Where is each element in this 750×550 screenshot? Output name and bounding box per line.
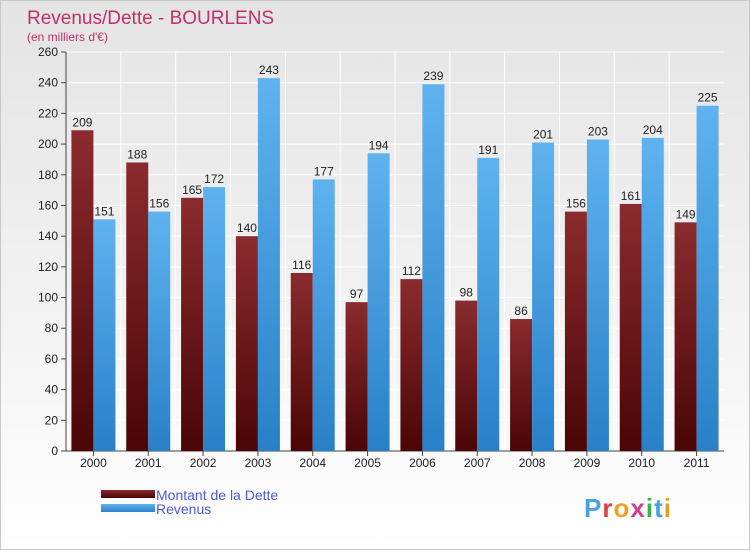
bars: [71, 78, 719, 452]
x-tick-label: 2004: [299, 456, 326, 470]
bar-revenus: [696, 105, 719, 451]
bar-dette: [345, 302, 368, 451]
x-tick-label: 2009: [574, 456, 601, 470]
y-tick-label: 160: [38, 198, 58, 212]
value-label-revenus: 243: [259, 63, 279, 77]
proxiti-logo: Proxiti: [584, 493, 672, 523]
value-label-revenus: 156: [149, 197, 169, 211]
value-label-dette: 86: [514, 304, 528, 318]
y-tick-label: 240: [38, 76, 58, 90]
value-label-revenus: 203: [588, 124, 608, 138]
value-label-revenus: 204: [643, 123, 663, 137]
bar-revenus: [477, 157, 500, 451]
chart-subtitle: (en milliers d'€): [27, 30, 108, 44]
x-tick-label: 2002: [190, 456, 217, 470]
gridlines: [66, 51, 724, 452]
bar-revenus: [93, 219, 116, 451]
bar-dette: [619, 203, 642, 451]
value-label-revenus: 194: [369, 138, 389, 152]
bar-dette: [510, 319, 533, 451]
y-tick-label: 120: [38, 260, 58, 274]
y-tick-label: 220: [38, 106, 58, 120]
bar-revenus: [148, 211, 171, 451]
value-label-dette: 112: [402, 264, 421, 278]
x-tick-label: 2003: [245, 456, 272, 470]
y-tick-label: 260: [38, 45, 58, 59]
x-tick-label: 2010: [628, 456, 655, 470]
y-tick-label: 20: [45, 413, 59, 427]
y-tick-label: 180: [38, 168, 58, 182]
bar-revenus: [586, 139, 609, 451]
value-label-revenus: 177: [314, 164, 334, 178]
bar-revenus: [641, 137, 664, 451]
value-label-revenus: 239: [423, 69, 443, 83]
value-label-revenus: 172: [204, 172, 224, 186]
chart-title: Revenus/Dette - BOURLENS: [27, 8, 274, 29]
value-label-revenus: 225: [698, 91, 718, 105]
bar-dette: [455, 300, 478, 451]
legend: Montant de la Dette Revenus: [101, 487, 278, 517]
bar-revenus: [203, 187, 226, 452]
value-label-dette: 165: [182, 183, 202, 197]
x-tick-label: 2000: [80, 456, 107, 470]
value-label-dette: 116: [292, 258, 311, 272]
legend-label-dette: Montant de la Dette: [156, 487, 278, 503]
value-label-dette: 98: [460, 286, 474, 300]
bar-dette: [71, 130, 94, 451]
y-tick-label: 100: [38, 291, 58, 305]
legend-label-revenus: Revenus: [156, 501, 211, 517]
axes: 0 20 40 60 80 100 120 140 160 180 200 220 240 260 2000…: [38, 45, 724, 470]
bar-revenus: [257, 78, 280, 451]
x-tick-label: 2006: [409, 456, 436, 470]
value-label-dette: 188: [127, 147, 147, 161]
bar-revenus: [312, 179, 335, 451]
legend-swatch-revenus: [101, 504, 155, 512]
x-tick-label: 2008: [519, 456, 546, 470]
bar-dette: [235, 236, 258, 451]
value-label-dette: 161: [621, 189, 641, 203]
bar-dette: [126, 162, 149, 451]
value-label-revenus: 201: [533, 128, 553, 142]
y-tick-label: 60: [45, 352, 59, 366]
bar-revenus: [367, 153, 390, 452]
y-tick-label: 40: [45, 383, 59, 397]
x-tick-label: 2005: [354, 456, 381, 470]
bar-dette: [400, 279, 423, 451]
bar-revenus: [422, 84, 445, 451]
value-label-revenus: 151: [94, 204, 114, 218]
legend-swatch-dette: [101, 490, 155, 498]
value-label-revenus: 191: [478, 143, 498, 157]
y-tick-label: 140: [38, 229, 58, 243]
bar-revenus: [532, 142, 555, 452]
x-tick-label: 2001: [135, 456, 162, 470]
bar-dette: [564, 211, 587, 451]
y-tick-label: 0: [51, 444, 58, 458]
value-label-dette: 140: [237, 221, 257, 235]
x-tick-label: 2007: [464, 456, 491, 470]
bar-dette: [674, 222, 697, 451]
value-label-dette: 156: [566, 197, 586, 211]
bar-dette: [290, 272, 313, 451]
value-label-dette: 97: [350, 287, 364, 301]
x-tick-label: 2011: [684, 456, 710, 470]
value-label-dette: 209: [72, 115, 92, 129]
bar-dette: [181, 197, 204, 451]
y-tick-label: 80: [45, 321, 59, 335]
value-label-dette: 149: [676, 207, 696, 221]
y-tick-label: 200: [38, 137, 58, 151]
